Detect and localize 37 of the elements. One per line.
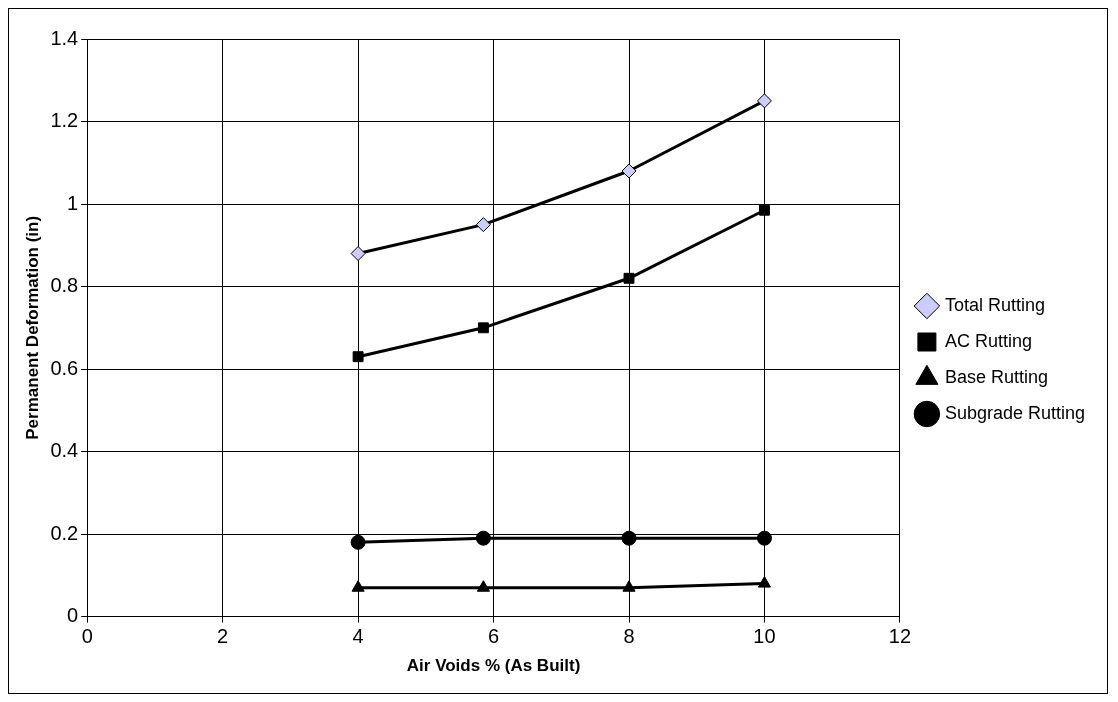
point	[351, 580, 365, 592]
point	[350, 534, 366, 550]
point	[621, 163, 637, 179]
y-tick-label: 0	[67, 604, 79, 627]
legend-label: Subgrade Rutting	[944, 402, 1086, 423]
point	[756, 530, 772, 546]
point	[759, 204, 770, 216]
point	[757, 576, 772, 588]
x-tick-label: 12	[888, 625, 912, 648]
x-tick-label: 0	[81, 625, 93, 648]
y-tick-label: 0.4	[50, 439, 79, 462]
legend-label: AC Rutting	[944, 330, 1032, 351]
y-tick-label: 0.8	[50, 274, 79, 297]
y-tick-label: 0.6	[50, 356, 79, 379]
point	[621, 530, 637, 546]
point	[477, 322, 489, 334]
point	[623, 272, 635, 284]
x-tick-label: 2	[217, 625, 229, 648]
x-tick-label: 4	[352, 625, 364, 648]
legend-label: Base Rutting	[944, 366, 1048, 387]
x-axis-title: Air Voids % (As Built)	[406, 656, 581, 676]
point	[350, 246, 366, 262]
y-tick-label: 1.4	[50, 26, 79, 49]
y-tick-label: 0.2	[50, 521, 79, 544]
point	[352, 351, 364, 363]
y-axis-title: Permanent Deformation (in)	[22, 215, 42, 440]
x-tick-label: 6	[487, 625, 500, 648]
point	[475, 530, 491, 546]
legend-label: Total Rutting	[944, 294, 1045, 315]
y-tick-label: 1.2	[50, 109, 79, 132]
x-tick-label: 10	[753, 625, 776, 648]
point	[756, 93, 772, 109]
x-tick-label: 8	[623, 625, 635, 648]
y-tick-label: 1	[67, 191, 79, 214]
point	[622, 580, 636, 592]
point	[476, 580, 490, 592]
point	[475, 217, 491, 233]
